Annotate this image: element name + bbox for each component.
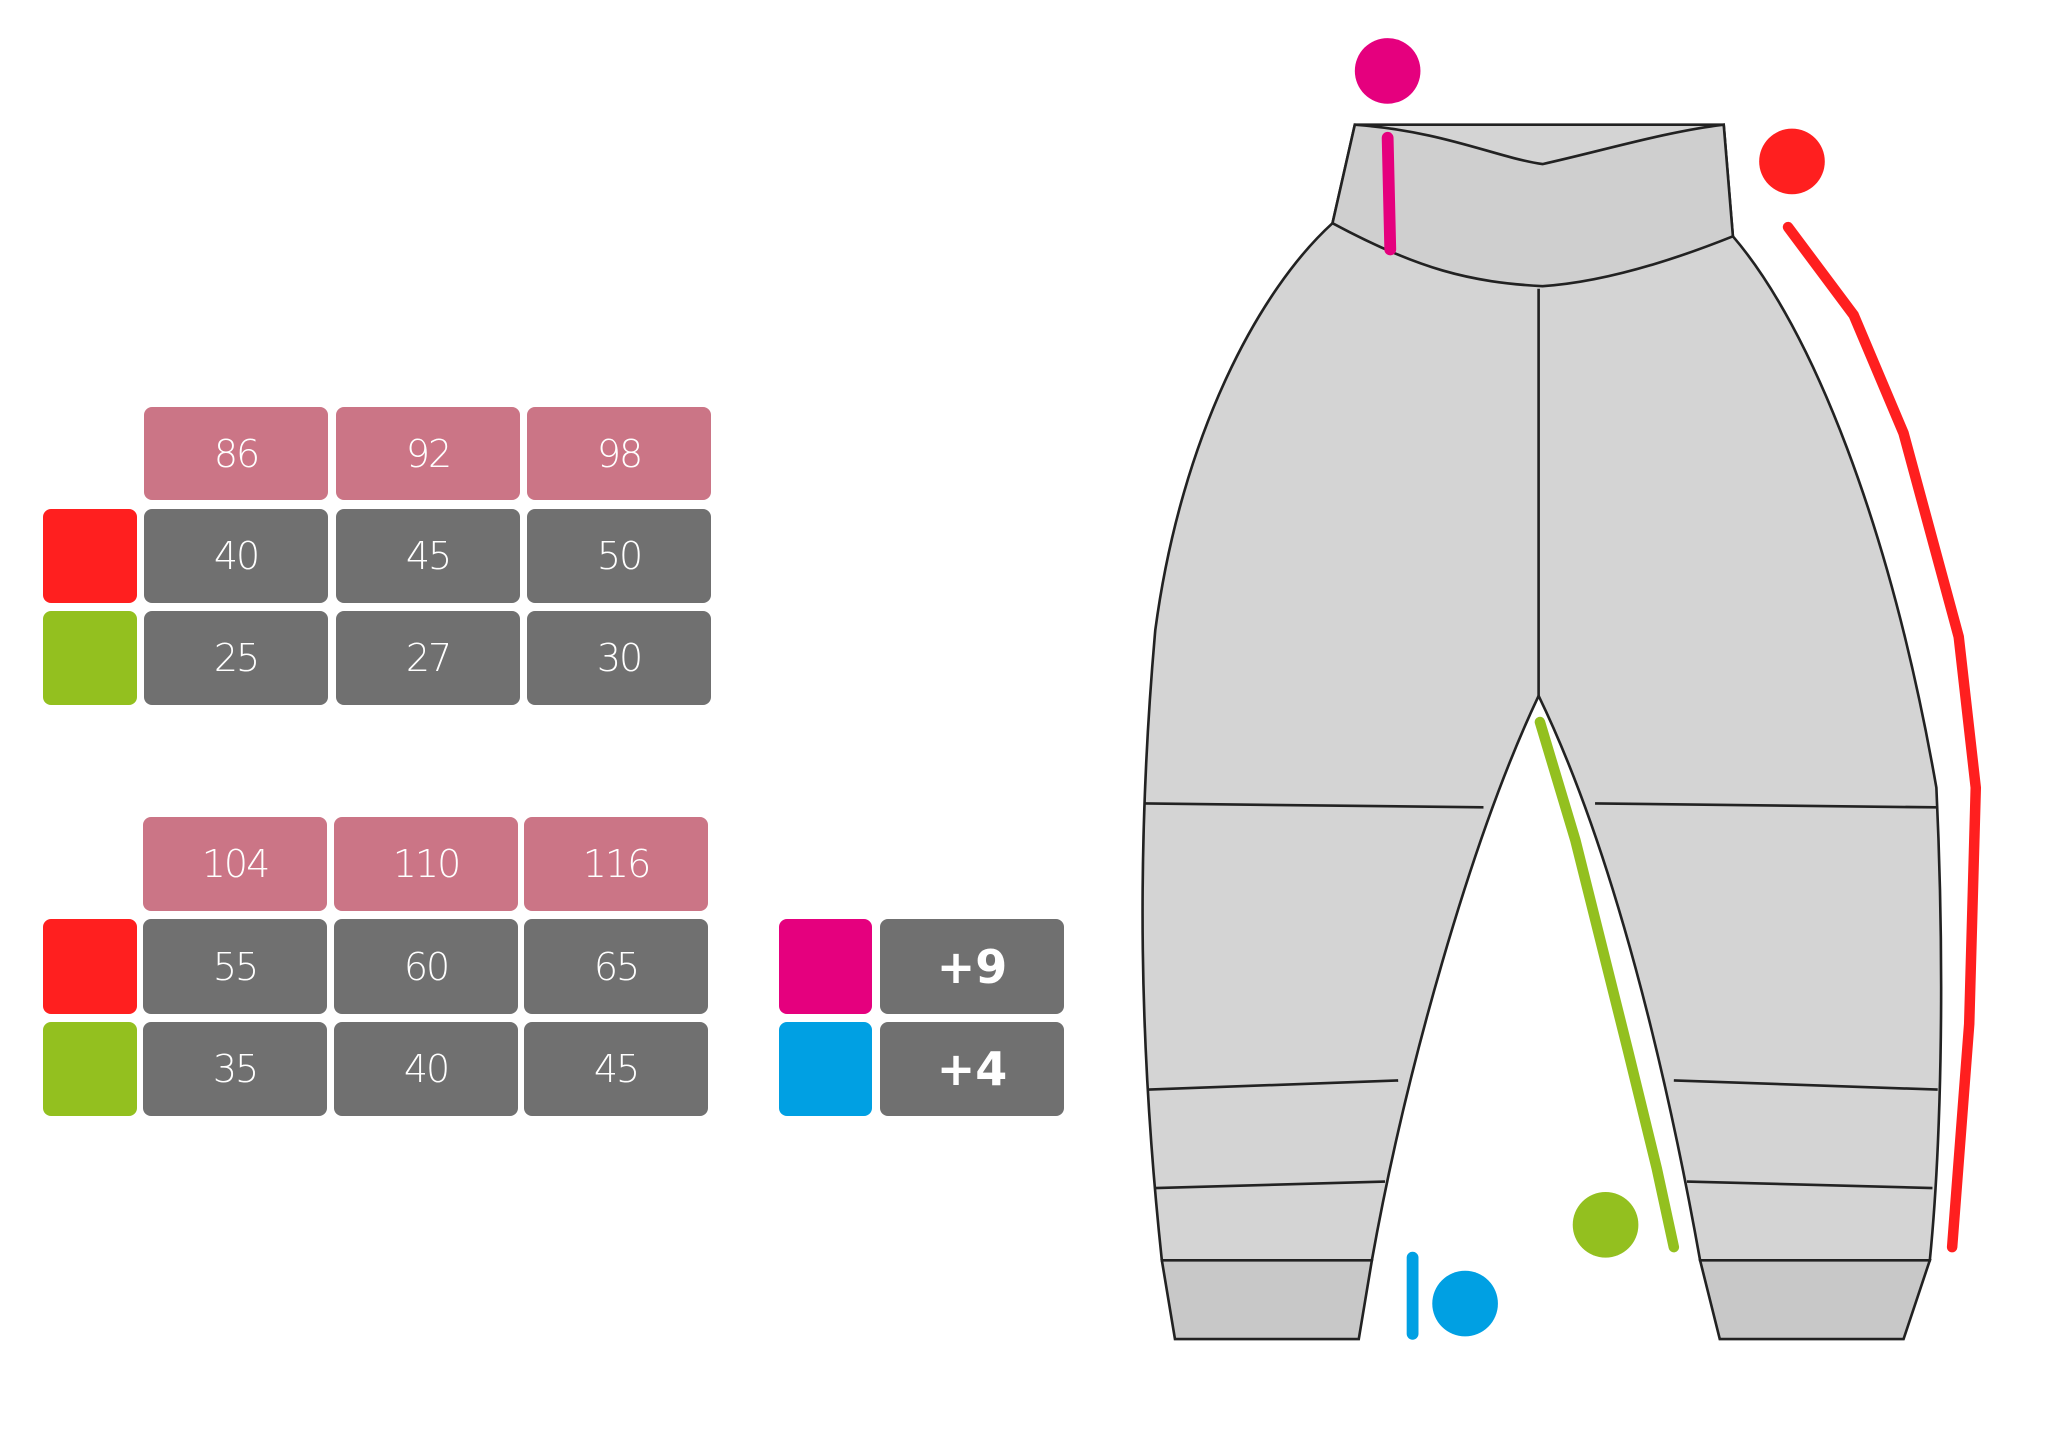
- inseam-marker-dot: [1572, 1192, 1639, 1258]
- waistband-color-key: [779, 919, 872, 1014]
- inseam-value: 27: [336, 611, 520, 705]
- pants-body: [1141, 123, 1943, 1262]
- inseam-value: 30: [527, 611, 711, 705]
- length-color-key: [43, 919, 137, 1014]
- length-value: 65: [524, 919, 708, 1014]
- cuff-value: +4: [880, 1022, 1064, 1116]
- size-header: 86: [144, 407, 328, 500]
- left-cuff: [1160, 1258, 1374, 1341]
- size-header: 92: [336, 407, 520, 500]
- length-value: 50: [527, 509, 711, 603]
- inseam-value: 40: [334, 1022, 518, 1116]
- size-header: 104: [143, 817, 327, 911]
- waistband: [1331, 123, 1735, 288]
- inseam-marker-line: [1534, 716, 1680, 1253]
- waistband-value: +9: [880, 919, 1064, 1014]
- length-value: 45: [336, 509, 520, 603]
- pants-drawing: [1141, 123, 1943, 1341]
- size-header: 98: [527, 407, 711, 500]
- inseam-color-key: [43, 611, 137, 705]
- length-value: 40: [144, 509, 328, 603]
- length-value: 55: [143, 919, 327, 1014]
- right-cuff: [1698, 1258, 1932, 1341]
- waistband-marker-dot: [1354, 38, 1421, 104]
- length-marker-line: [1782, 221, 1982, 1253]
- waistband-marker-line: [1381, 131, 1397, 256]
- inseam-value: 45: [524, 1022, 708, 1116]
- length-color-key: [43, 509, 137, 603]
- cuff-color-key: [779, 1022, 872, 1116]
- length-marker-dot: [1759, 128, 1825, 195]
- inseam-value: 25: [144, 611, 328, 705]
- length-value: 60: [334, 919, 518, 1014]
- inseam-color-key: [43, 1022, 137, 1116]
- size-header: 110: [334, 817, 518, 911]
- size-header: 116: [524, 817, 708, 911]
- cuff-marker-dot: [1432, 1270, 1498, 1337]
- inseam-value: 35: [143, 1022, 327, 1116]
